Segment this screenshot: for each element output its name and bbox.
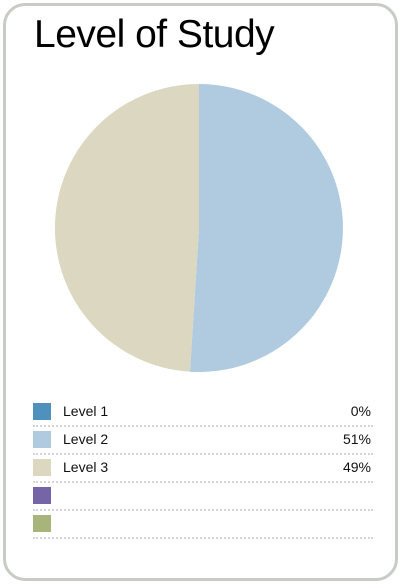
legend-row-empty-4 (33, 483, 373, 511)
legend-value: 0% (350, 403, 371, 419)
legend-label: Level 2 (63, 431, 109, 447)
legend-swatch (33, 431, 51, 448)
legend-value: 49% (342, 459, 371, 475)
pie-slice-level-2 (189, 84, 343, 372)
legend-row-level-2: Level 2 51% (33, 427, 373, 455)
legend-swatch (33, 487, 51, 504)
chart-title: Level of Study (34, 13, 275, 56)
pie-slice-level-3 (54, 83, 199, 372)
legend-row-level-1: Level 1 0% (33, 399, 373, 427)
legend-swatch (33, 515, 51, 532)
legend-swatch (33, 403, 51, 420)
legend-row-empty-5 (33, 511, 373, 539)
pie-slices (54, 83, 343, 372)
legend: Level 1 0% Level 2 51% Level 3 49% (33, 399, 373, 539)
legend-label: Level 1 (63, 403, 109, 419)
legend-value: 51% (342, 431, 371, 447)
legend-label: Level 3 (63, 459, 109, 475)
legend-row-level-3: Level 3 49% (33, 455, 373, 483)
pie-chart (54, 83, 343, 372)
legend-swatch (33, 459, 51, 476)
